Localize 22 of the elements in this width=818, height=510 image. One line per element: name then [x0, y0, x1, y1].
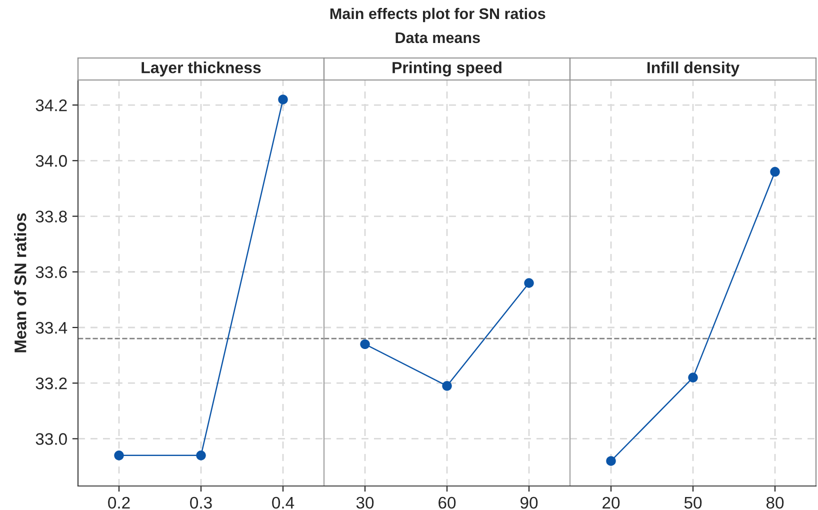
y-tick-label: 33.6 — [36, 266, 67, 278]
y-tick-label: 33.8 — [36, 210, 67, 222]
x-tick-label: 30 — [356, 496, 374, 509]
y-tick-label: 33.2 — [36, 378, 67, 390]
text: Data means — [396, 32, 480, 44]
y-tick-label: 34.0 — [36, 155, 67, 167]
x-tick-label: 0.2 — [108, 496, 130, 509]
chart-title: Infill density — [647, 62, 740, 76]
x-tick-label: 60 — [438, 496, 456, 509]
x-tick-label: 50 — [684, 496, 702, 509]
y-tick-label: 33.0 — [36, 433, 67, 445]
x-tick-label: 80 — [766, 496, 784, 509]
x-tick-label: 0.3 — [190, 496, 212, 509]
x-tick-label: 90 — [520, 496, 538, 509]
y-axis-title: Mean of SN ratios — [14, 213, 26, 352]
chart-title: Printing speed — [392, 62, 502, 76]
x-tick-label: 0.4 — [272, 496, 294, 509]
chart-title: Layer thickness — [142, 62, 261, 76]
text: Main effects plot for SN ratios — [330, 8, 546, 22]
y-tick-label: 34.2 — [36, 99, 67, 112]
x-tick-label: 20 — [602, 496, 620, 509]
y-tick-label: 33.4 — [36, 322, 68, 334]
